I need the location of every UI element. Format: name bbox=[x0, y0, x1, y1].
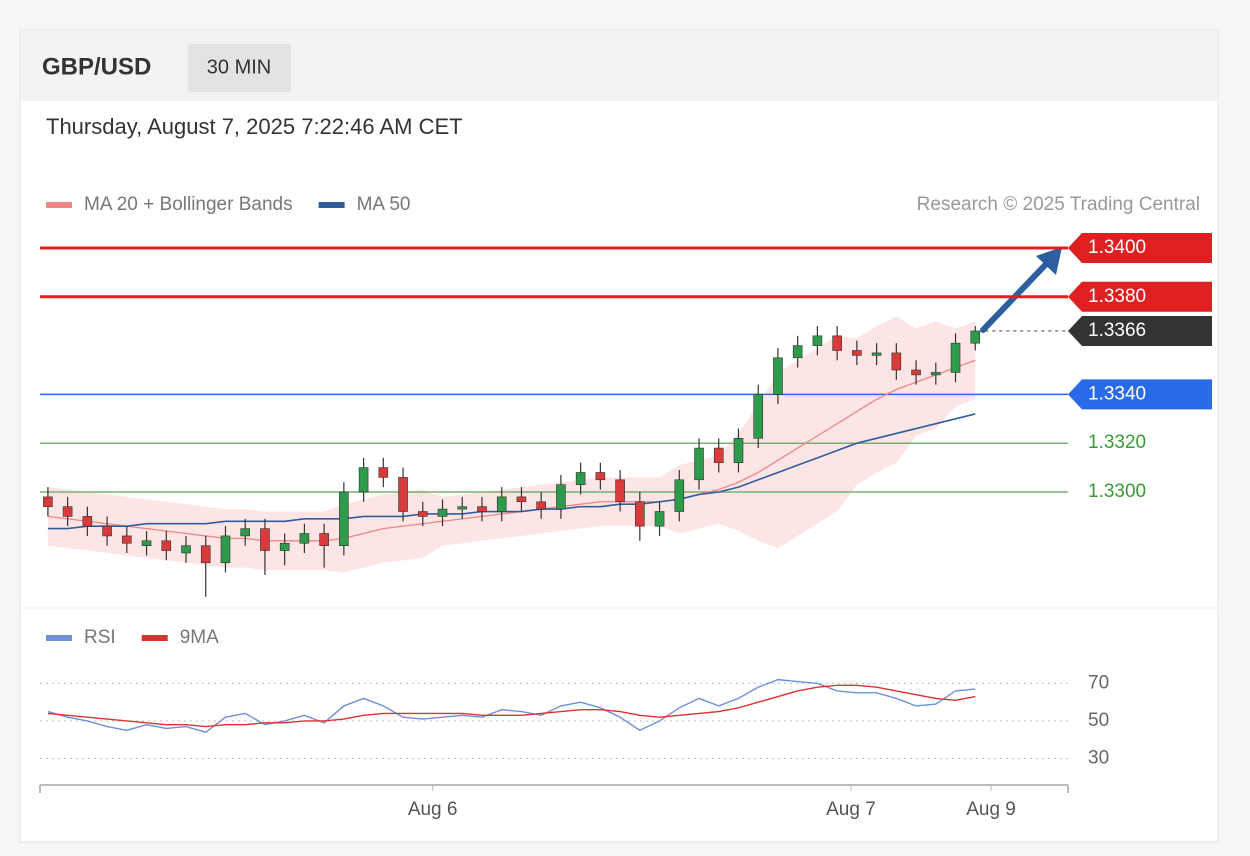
level-tag bbox=[1068, 281, 1212, 312]
candle-body bbox=[181, 545, 191, 554]
source: Research © 2025 Trading Central bbox=[917, 194, 1200, 215]
candle-body bbox=[43, 496, 53, 507]
x-tick-label: Aug 6 bbox=[408, 799, 458, 820]
candle-body bbox=[753, 394, 764, 439]
candle-body bbox=[950, 342, 961, 373]
symbol: GBP/USD bbox=[42, 53, 151, 80]
candle-body bbox=[398, 477, 408, 512]
candle-body bbox=[477, 506, 487, 512]
level-tag bbox=[1068, 379, 1212, 410]
level-label: 1.3340 bbox=[1088, 383, 1146, 404]
candle-body bbox=[240, 528, 251, 537]
candle-body bbox=[575, 472, 586, 485]
candle-body bbox=[694, 447, 704, 481]
bollinger-band bbox=[47, 316, 976, 573]
legend-swatch bbox=[141, 635, 168, 641]
candle-body bbox=[536, 501, 546, 510]
timeframe[interactable]: 30 MIN bbox=[207, 56, 271, 78]
y-tick-label: 50 bbox=[1088, 710, 1109, 731]
candle-body bbox=[279, 542, 290, 551]
level-label: 1.3366 bbox=[1088, 320, 1146, 341]
timeframe-badge[interactable] bbox=[188, 44, 291, 92]
candle-body bbox=[260, 528, 270, 551]
candle-body bbox=[200, 545, 211, 564]
candle-body bbox=[595, 472, 606, 481]
candle-body bbox=[437, 508, 448, 517]
ma-line bbox=[47, 413, 976, 530]
candle-body bbox=[674, 479, 685, 512]
forecast-arrow bbox=[980, 257, 1053, 333]
x-tick-label: Aug 9 bbox=[966, 799, 1016, 820]
candle-body bbox=[773, 357, 783, 395]
candle-body bbox=[891, 352, 902, 371]
candle-body bbox=[832, 335, 842, 351]
candle-body bbox=[615, 479, 625, 503]
candle-body bbox=[871, 352, 882, 356]
candle-body bbox=[82, 516, 93, 527]
level-label: 1.3400 bbox=[1088, 237, 1146, 258]
legend-swatch bbox=[318, 202, 345, 208]
candle-body bbox=[378, 467, 389, 478]
y-tick-label: 70 bbox=[1088, 672, 1109, 693]
y-tick-label: 30 bbox=[1088, 747, 1109, 768]
candle-body bbox=[141, 540, 152, 546]
x-tick-label: Aug 7 bbox=[826, 799, 876, 820]
candle-body bbox=[970, 330, 981, 344]
legend-swatch bbox=[46, 635, 72, 641]
card bbox=[19, 29, 1219, 843]
candle-body bbox=[792, 345, 803, 359]
datetime: Thursday, August 7, 2025 7:22:46 AM CET bbox=[46, 114, 463, 139]
candle-body bbox=[220, 535, 231, 564]
candle-body bbox=[62, 506, 73, 517]
legend-label: RSI bbox=[84, 627, 116, 648]
candle-body bbox=[556, 484, 566, 510]
candle-body bbox=[635, 501, 645, 527]
candle-body bbox=[911, 369, 921, 376]
forecast-arrowhead bbox=[1036, 247, 1062, 275]
indicator-line bbox=[47, 678, 976, 733]
legend-label: MA 20 + Bollinger Bands bbox=[84, 194, 293, 215]
level-tag bbox=[1068, 315, 1212, 346]
candle-body bbox=[102, 525, 112, 537]
candle-body bbox=[812, 335, 823, 346]
candle-body bbox=[931, 372, 941, 376]
candle-body bbox=[358, 467, 369, 493]
candle-body bbox=[852, 350, 862, 356]
candle-body bbox=[713, 447, 724, 464]
candle-body bbox=[299, 533, 310, 544]
candle-body bbox=[319, 533, 329, 546]
candle-body bbox=[417, 511, 428, 517]
candle-body bbox=[457, 506, 468, 510]
legend-label: MA 50 bbox=[357, 194, 411, 215]
candle-body bbox=[339, 491, 349, 546]
candle-body bbox=[496, 496, 507, 512]
level-label: 1.3300 bbox=[1088, 481, 1146, 502]
level-tag bbox=[1068, 233, 1212, 263]
candle-body bbox=[122, 535, 132, 544]
legend-label: 9MA bbox=[180, 627, 219, 648]
candle-body bbox=[516, 496, 527, 503]
indicator-line bbox=[47, 684, 976, 728]
level-label: 1.3380 bbox=[1088, 286, 1146, 307]
candle-body bbox=[161, 540, 172, 551]
ma-line bbox=[47, 359, 976, 542]
level-label: 1.3320 bbox=[1088, 432, 1146, 453]
legend-swatch bbox=[46, 202, 72, 208]
candle-body bbox=[654, 511, 665, 527]
candle-body bbox=[733, 438, 744, 464]
